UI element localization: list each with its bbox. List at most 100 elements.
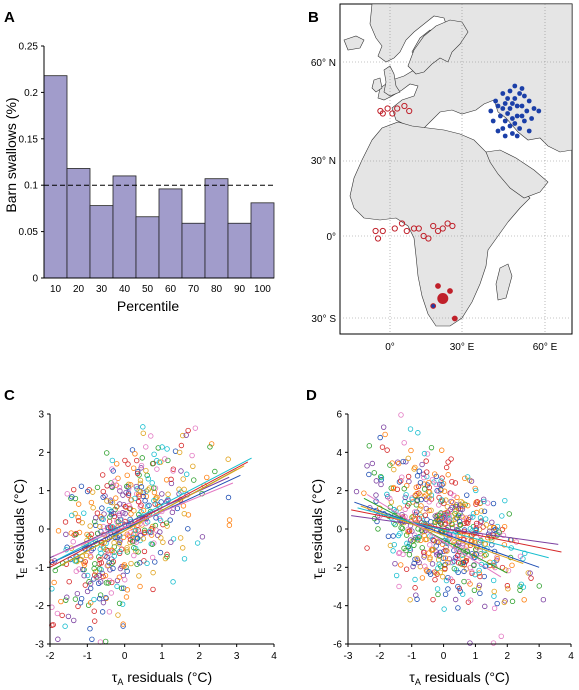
scatter-point: [421, 450, 428, 457]
scatter-point: [394, 486, 401, 493]
scatter-point: [418, 503, 424, 509]
scatter-point: [451, 558, 457, 564]
map-land: [340, 4, 572, 334]
scatter-point: [155, 532, 161, 539]
trend-line: [363, 497, 508, 574]
wintering-site-marker: [401, 102, 408, 110]
scatter-point: [509, 598, 516, 605]
scatter-point: [471, 562, 477, 569]
scatter-point: [445, 525, 451, 531]
scatter-point: [382, 431, 388, 438]
scatter-point: [428, 507, 434, 514]
scatter-point: [146, 485, 153, 491]
scatter-point: [467, 581, 473, 587]
scatter-point: [398, 412, 404, 418]
y-tick-label: -6: [333, 640, 342, 651]
scatter-point: [194, 540, 201, 546]
scatter-point: [391, 541, 397, 548]
scatter-point: [81, 572, 87, 579]
scatter-point: [128, 497, 135, 503]
scatter-point: [419, 575, 426, 581]
scatter-point: [423, 458, 429, 464]
scatter-point: [412, 464, 418, 471]
scatter-point: [163, 477, 170, 483]
scatter-point: [143, 520, 149, 527]
scatter-point: [152, 501, 158, 507]
scatter-point: [424, 516, 430, 523]
scatter-point: [82, 559, 88, 565]
scatter-point: [412, 585, 418, 591]
scatter-point: [138, 462, 145, 469]
scatter-point: [470, 514, 476, 520]
scatter-point: [82, 582, 89, 588]
scatter-point: [439, 482, 445, 488]
scatter-point: [424, 451, 431, 457]
scatter-point: [92, 518, 98, 525]
scatter-point: [136, 573, 142, 579]
breeding-site-marker: [526, 128, 532, 134]
scatter-point: [431, 538, 437, 544]
scatter-point: [490, 640, 497, 646]
scatter-point: [124, 472, 130, 479]
scatter-point: [388, 485, 394, 491]
scatter-point: [396, 460, 402, 467]
scatter-point: [170, 468, 176, 474]
scatter-point: [432, 576, 438, 583]
scatter-point: [502, 497, 508, 504]
scatter-point: [490, 577, 497, 584]
scatter-point: [439, 497, 446, 504]
scatter-point: [69, 494, 75, 500]
x-tick-label: 1: [159, 651, 165, 662]
scatter-point: [390, 533, 396, 539]
scatter-point: [481, 552, 488, 559]
scatter-point: [106, 506, 112, 513]
scatter-point: [464, 492, 470, 498]
scatter-point: [137, 560, 143, 566]
graticule: [340, 4, 572, 334]
scatter-point: [149, 541, 156, 547]
scatter-point: [97, 556, 103, 563]
scatter-point: [426, 494, 432, 501]
scatter-point: [444, 548, 450, 554]
scatter-point: [438, 478, 444, 484]
scatter-point: [84, 588, 91, 595]
scatter-point: [116, 550, 123, 557]
scatter-point: [432, 513, 438, 519]
trend-line: [351, 515, 559, 545]
scatter-point: [439, 515, 446, 522]
scatter-point: [366, 471, 372, 478]
x-tick-label-a: 100: [254, 284, 271, 295]
scatter-point: [416, 534, 422, 540]
trend-line: [49, 461, 249, 568]
scatter-point: [477, 590, 483, 597]
breeding-site-marker: [529, 116, 534, 121]
scatter-point: [99, 505, 105, 511]
scatter-point: [494, 523, 501, 530]
scatter-point: [164, 551, 170, 558]
scatter-point: [489, 519, 495, 525]
scatter-point: [397, 530, 403, 537]
scatter-point: [505, 586, 511, 592]
scatter-point: [154, 466, 160, 472]
scatter-point: [100, 494, 106, 500]
scatter-point: [448, 576, 454, 582]
scatter-point: [124, 545, 130, 551]
lat-label-0: 0°: [326, 232, 336, 243]
scatter-point: [461, 568, 467, 575]
scatter-point: [88, 499, 95, 506]
scatter-point: [152, 522, 159, 529]
scatter-point: [467, 597, 474, 603]
breeding-site-marker: [514, 113, 520, 119]
scatter-point: [106, 609, 113, 615]
x-tick-label: 4: [568, 651, 574, 662]
scatter-point: [94, 510, 101, 516]
scatter-point: [151, 498, 157, 504]
scatter-point: [134, 457, 140, 464]
x-tick-label-a: 30: [96, 284, 108, 295]
scatter-point: [452, 480, 459, 486]
x-axis-title-c: τA residuals (°C): [112, 669, 212, 687]
scatter-point: [123, 594, 130, 600]
scatter-point: [178, 489, 184, 495]
scatter-point: [162, 456, 168, 462]
scatter-point: [87, 580, 94, 587]
